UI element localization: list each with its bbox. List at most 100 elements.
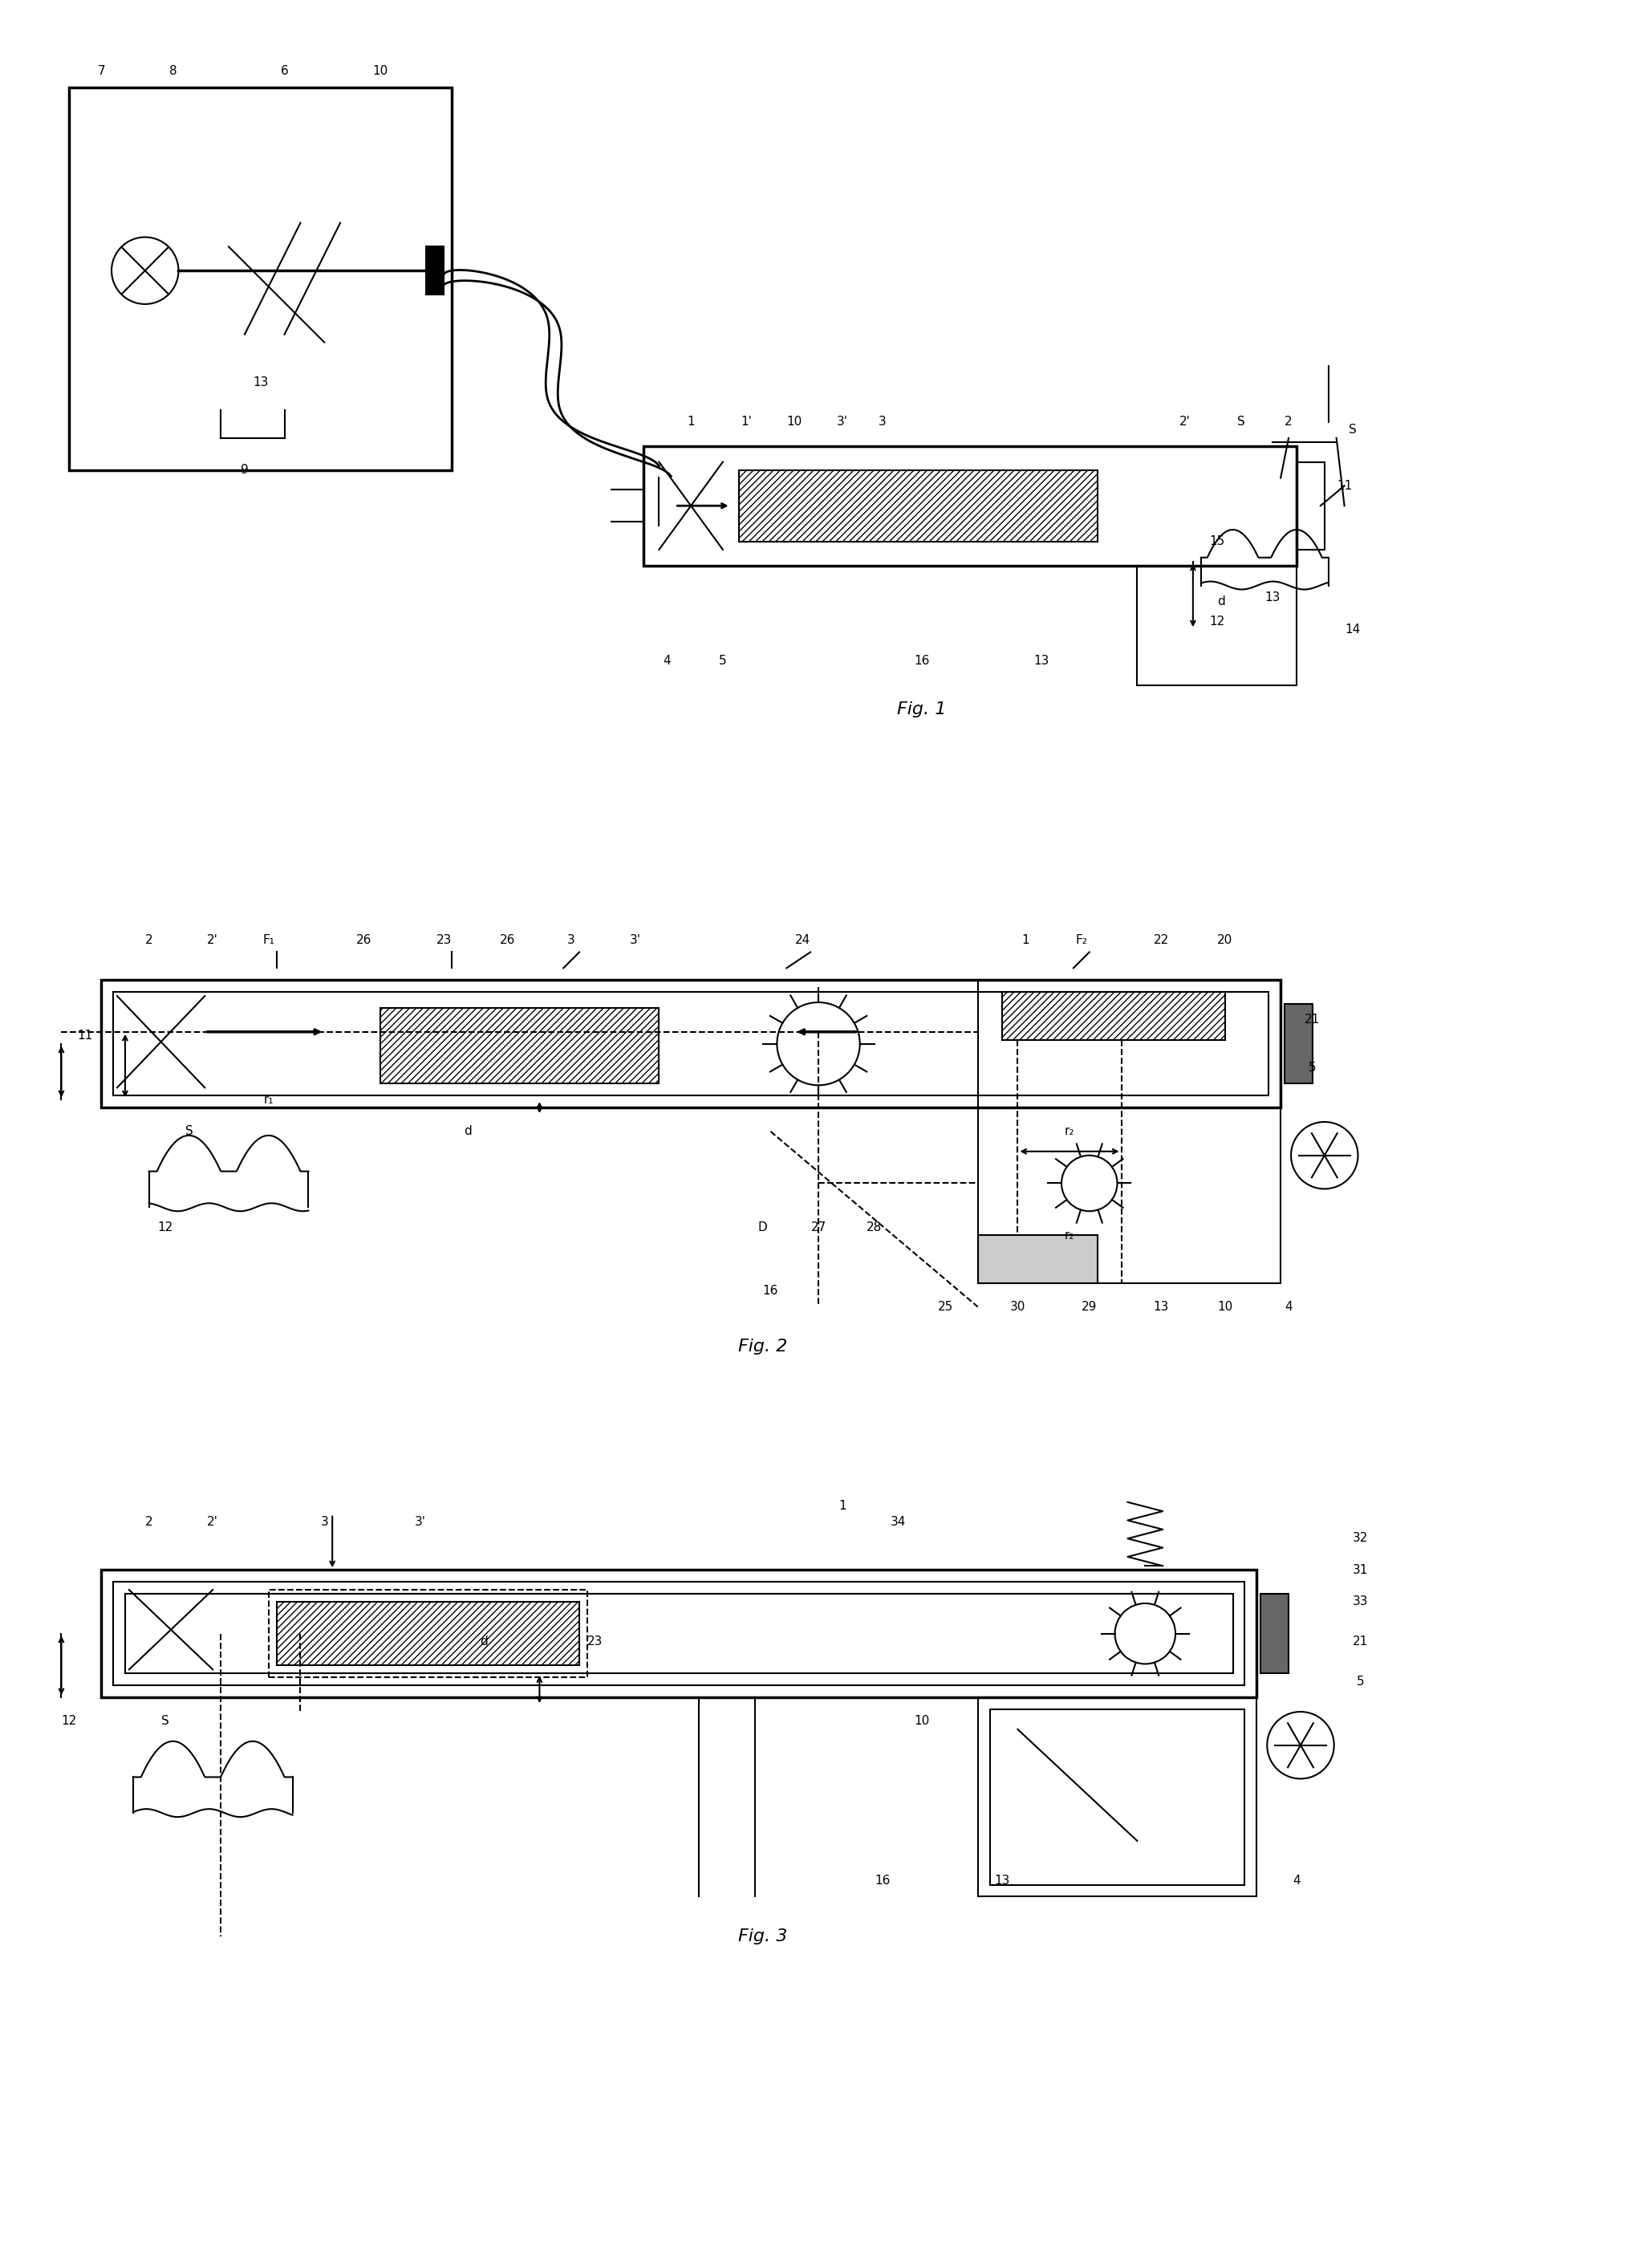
Text: 34: 34 (890, 1517, 905, 1528)
Text: 13: 13 (1153, 1301, 1170, 1312)
Text: 28: 28 (867, 1220, 882, 1234)
Bar (112, 1582, 1244, 1685)
Text: S: S (1348, 425, 1356, 436)
Text: 10: 10 (372, 65, 388, 76)
Text: 24: 24 (795, 935, 809, 946)
Text: 4: 4 (662, 656, 671, 667)
Text: 25: 25 (938, 1301, 953, 1312)
Text: 30: 30 (1009, 1301, 1026, 1312)
Bar (101, 1571, 1257, 1696)
Bar (990, 1710, 1244, 1885)
Text: 2': 2' (206, 935, 218, 946)
Text: 2: 2 (145, 1517, 154, 1528)
Text: 2': 2' (206, 1517, 218, 1528)
Bar (126, 1593, 1232, 1674)
Text: 31: 31 (1353, 1564, 1368, 1575)
Text: 12: 12 (1209, 616, 1224, 627)
Text: 5: 5 (1356, 1676, 1365, 1687)
Text: 3: 3 (879, 416, 885, 429)
Text: 12: 12 (157, 1220, 173, 1234)
Text: 10: 10 (786, 416, 803, 429)
Bar (978, 1236, 1097, 1283)
Text: 16: 16 (874, 1874, 890, 1887)
Text: 5: 5 (1308, 1061, 1317, 1074)
Text: 22: 22 (1153, 935, 1170, 946)
Text: F₁: F₁ (263, 935, 274, 946)
Text: 3': 3' (629, 935, 641, 946)
Text: d: d (464, 1126, 472, 1137)
Text: 33: 33 (1353, 1595, 1368, 1609)
Text: 16: 16 (763, 1285, 778, 1297)
Text: 2': 2' (1180, 416, 1191, 429)
Text: Fig. 2: Fig. 2 (738, 1339, 788, 1355)
Text: 26: 26 (357, 935, 372, 946)
Text: 29: 29 (1082, 1301, 1097, 1312)
Bar (1001, 991, 1224, 1040)
Text: 26: 26 (501, 935, 515, 946)
Text: 1: 1 (687, 416, 695, 429)
Bar (643, 445, 1297, 566)
Bar (101, 980, 1280, 1108)
Bar (276, 1602, 580, 1665)
Text: 6: 6 (281, 65, 289, 76)
Text: d: d (1218, 595, 1224, 607)
Text: 3': 3' (415, 1517, 426, 1528)
Text: S: S (160, 1714, 169, 1728)
Bar (1137, 566, 1297, 685)
Text: 4: 4 (1294, 1874, 1300, 1887)
Text: 27: 27 (811, 1220, 826, 1234)
Bar (380, 1009, 659, 1083)
Text: r₁: r₁ (264, 1094, 274, 1106)
Bar (1260, 1593, 1289, 1674)
Text: 3: 3 (320, 1517, 329, 1528)
Text: 32: 32 (1353, 1532, 1368, 1544)
Bar (1297, 463, 1325, 551)
Bar (738, 470, 1097, 542)
Text: 5: 5 (719, 656, 727, 667)
Text: 10: 10 (914, 1714, 930, 1728)
Text: 20: 20 (1218, 935, 1232, 946)
Text: 13: 13 (253, 375, 268, 389)
Text: 1: 1 (1023, 935, 1029, 946)
Text: S: S (185, 1126, 193, 1137)
Text: 3: 3 (568, 935, 575, 946)
Text: 23: 23 (436, 935, 451, 946)
Text: 11: 11 (78, 1029, 93, 1043)
Text: Fig. 3: Fig. 3 (738, 1928, 788, 1944)
Text: 2: 2 (1285, 416, 1292, 429)
Text: 21: 21 (1353, 1636, 1368, 1647)
Bar (112, 991, 1269, 1097)
Text: 14: 14 (1345, 622, 1360, 636)
Text: F₂: F₂ (1075, 935, 1087, 946)
Bar (978, 1696, 1257, 1896)
Text: 13: 13 (1034, 656, 1049, 667)
Text: 7: 7 (97, 65, 106, 76)
Text: Fig. 1: Fig. 1 (897, 701, 947, 717)
Text: 10: 10 (1218, 1301, 1232, 1312)
Bar (1285, 1004, 1313, 1083)
Text: 11: 11 (1336, 481, 1351, 492)
Bar (269, 1591, 588, 1679)
Text: 1: 1 (839, 1501, 846, 1512)
Text: 23: 23 (588, 1636, 603, 1647)
Text: r₂: r₂ (1064, 1229, 1074, 1240)
Text: 4: 4 (1285, 1301, 1292, 1312)
Text: d: d (479, 1636, 487, 1647)
Text: 9: 9 (241, 463, 248, 476)
Text: S: S (1237, 416, 1244, 429)
Bar (69, 88, 453, 470)
Text: 13: 13 (995, 1874, 1009, 1887)
Text: 12: 12 (61, 1714, 78, 1728)
Bar (426, 247, 444, 294)
Text: 13: 13 (1265, 591, 1280, 604)
Text: 2: 2 (145, 935, 154, 946)
Text: r₂: r₂ (1064, 1126, 1074, 1137)
Text: 21: 21 (1305, 1013, 1320, 1027)
Text: 8: 8 (169, 65, 177, 76)
Text: 1': 1' (742, 416, 752, 429)
Text: 15: 15 (1209, 535, 1224, 548)
Text: D: D (758, 1220, 768, 1234)
Text: 16: 16 (914, 656, 930, 667)
Bar (978, 980, 1280, 1283)
Text: 3': 3' (836, 416, 847, 429)
